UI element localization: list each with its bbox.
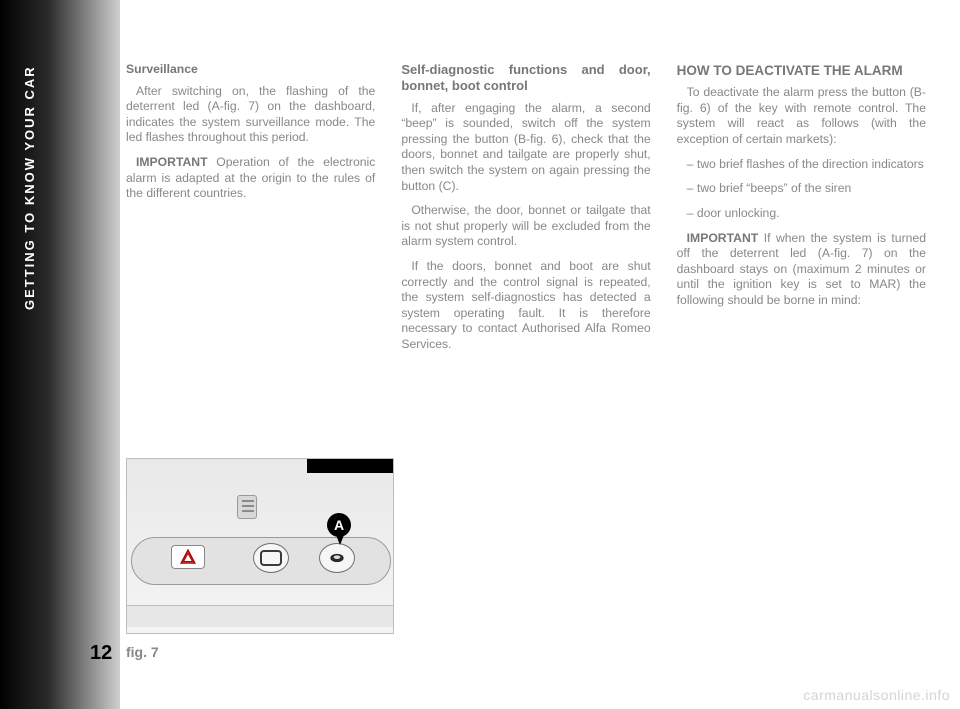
hazard-triangle-icon (179, 548, 197, 566)
col3-b2: – two brief “beeps” of the siren (677, 181, 926, 197)
side-label: GETTING TO KNOW YOUR CAR (22, 65, 37, 310)
figure-black-strip (307, 459, 394, 473)
col1-p1: After switching on, the flashing of the … (126, 84, 375, 146)
vent-slit (242, 510, 254, 512)
vent-slit (242, 500, 254, 502)
col3-p2-bold: IMPORTANT (687, 231, 759, 245)
callout-a: A (327, 513, 351, 537)
vent-slit (242, 505, 254, 507)
led-button-icon (319, 543, 355, 573)
col3-p2: IMPORTANT If when the system is turned o… (677, 231, 926, 309)
col3-b1: – two brief flashes of the direction ind… (677, 157, 926, 173)
side-gradient (0, 0, 120, 709)
col3-b3: – door unlocking. (677, 206, 926, 222)
col1-heading: Surveillance (126, 62, 375, 78)
col2-p3: If the doors, bonnet and boot are shut c… (401, 259, 650, 353)
figure-7: A (126, 458, 394, 634)
col3-p1: To deactivate the alarm press the button… (677, 85, 926, 147)
columns: Surveillance After switching on, the fla… (126, 62, 926, 362)
col2-p2: Otherwise, the door, bonnet or tailgate … (401, 203, 650, 250)
hazard-button-icon (171, 545, 205, 569)
column-3: HOW TO DEACTIVATE THE ALARM To deactivat… (677, 62, 926, 362)
rear-fog-button-icon (253, 543, 289, 573)
column-1: Surveillance After switching on, the fla… (126, 62, 375, 362)
col1-p2: IMPORTANT Operation of the electronic al… (126, 155, 375, 202)
col1-p2-bold: IMPORTANT (136, 155, 208, 169)
figure-vent-icon (237, 495, 257, 519)
col3-heading: HOW TO DEACTIVATE THE ALARM (677, 62, 926, 79)
page-root: GETTING TO KNOW YOUR CAR Surveillance Af… (0, 0, 960, 709)
led-indicator-icon (327, 548, 347, 568)
rear-fog-inner-icon (260, 550, 282, 566)
figure-lower-rail (127, 605, 393, 627)
col2-p1: If, after engaging the alarm, a second “… (401, 101, 650, 195)
watermark: carmanualsonline.info (803, 687, 950, 703)
page-number: 12 (90, 642, 112, 665)
col2-heading: Self-diagnostic functions and door, bonn… (401, 62, 650, 95)
callout-arrow-icon (336, 535, 344, 545)
column-2: Self-diagnostic functions and door, bonn… (401, 62, 650, 362)
figure-caption: fig. 7 (126, 644, 159, 660)
